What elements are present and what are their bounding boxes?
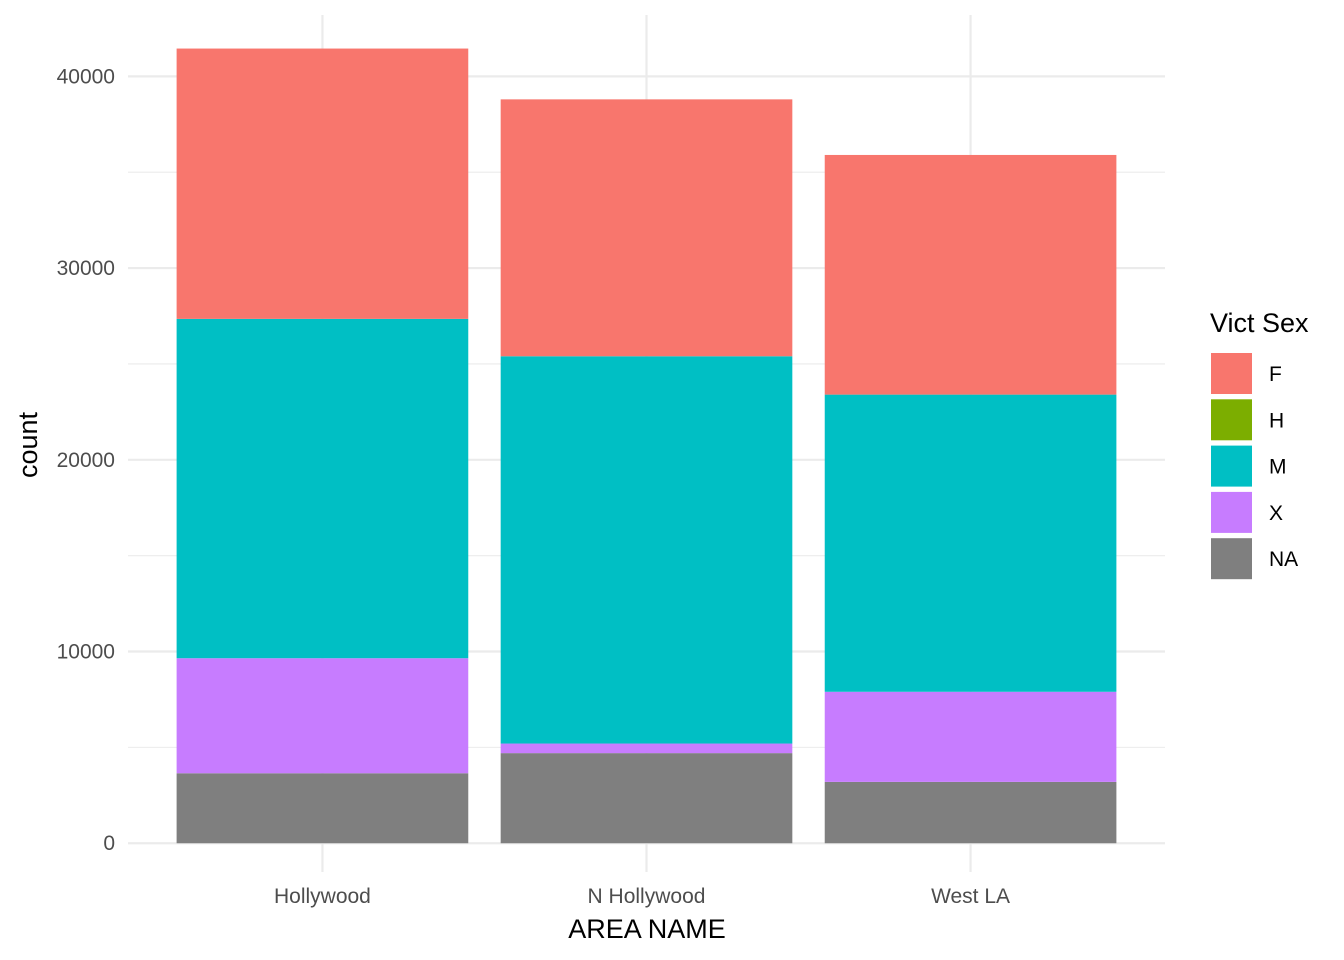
x-axis-title: AREA NAME [568,914,726,944]
legend-key [1211,399,1252,441]
bar-segment [500,753,793,844]
legend-label: H [1269,409,1284,432]
y-axis-ticks: 0 10000 20000 30000 40000 [57,65,115,855]
legend-title: Vict Sex [1210,308,1309,338]
legend-label: F [1269,363,1282,386]
legend: Vict Sex FH MX NA [1210,308,1309,580]
y-tick-label: 30000 [57,257,115,280]
legend-key [1211,538,1252,580]
bar-segment [176,318,469,659]
bar-segment [500,356,793,744]
bar-segment [176,658,469,774]
bar-segment [824,691,1117,782]
legend-key [1211,353,1252,394]
y-tick-label: 10000 [57,641,115,664]
bar-segment [824,154,1117,395]
legend-key [1211,491,1252,533]
bar-segment [500,99,793,357]
y-tick-label: 40000 [57,65,115,88]
bars [176,48,1117,844]
bar-segment [824,394,1117,692]
x-tick-label: West LA [931,885,1010,908]
legend-key [1211,445,1252,487]
bar-segment [176,48,469,319]
bar-segment [176,773,469,844]
x-axis-ticks: Hollywood N Hollywood West LA [274,885,1010,908]
y-tick-label: 0 [103,832,115,855]
y-tick-label: 20000 [57,449,115,472]
x-tick-label: N Hollywood [588,885,706,908]
y-axis-title: count [13,411,43,478]
x-tick-label: Hollywood [274,885,371,908]
legend-label: M [1269,456,1287,479]
bar-segment [500,743,793,754]
bar-segment [824,781,1117,844]
legend-label: X [1269,502,1283,525]
legend-label: NA [1269,548,1298,571]
